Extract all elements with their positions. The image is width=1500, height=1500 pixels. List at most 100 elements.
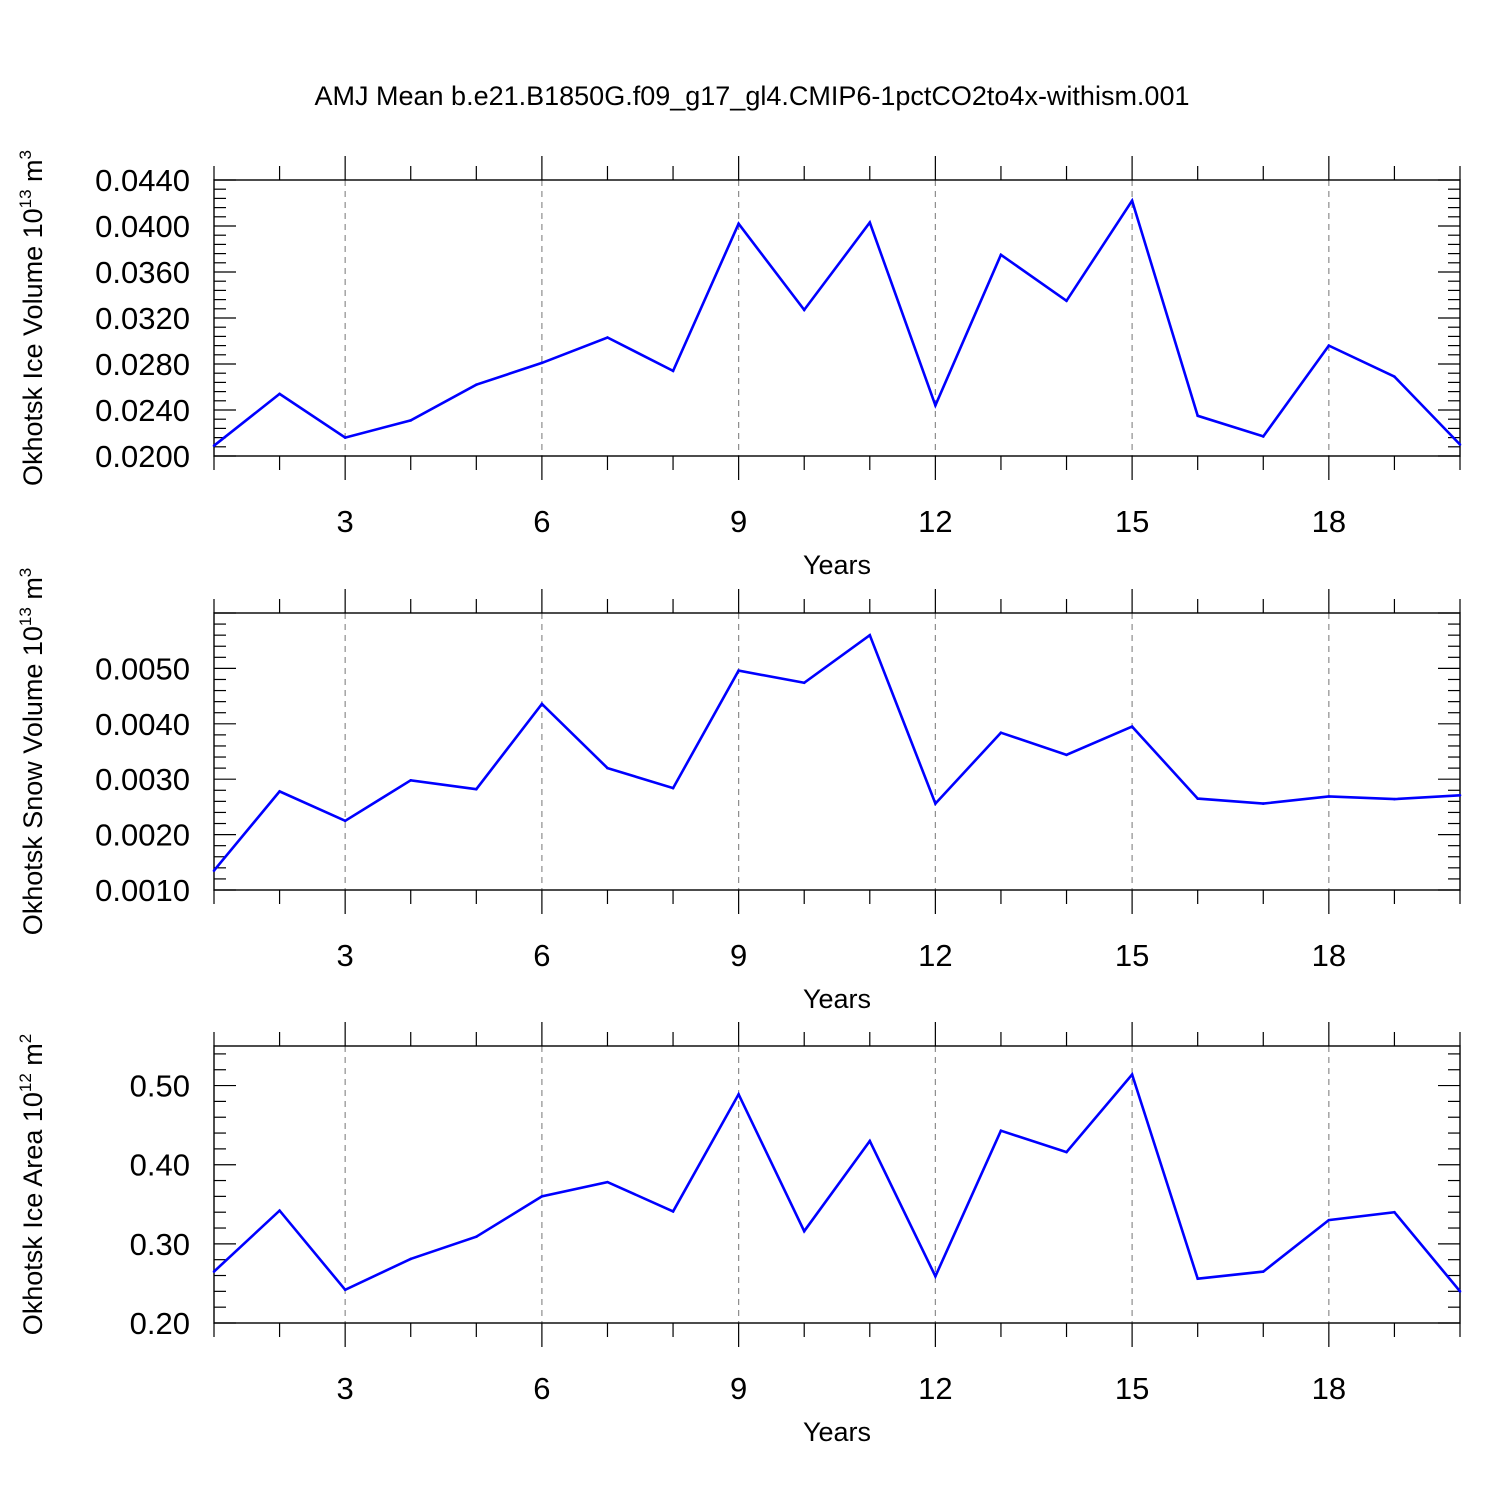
x-tick-label: 15 xyxy=(1115,504,1149,539)
data-point xyxy=(212,869,216,872)
data-point xyxy=(343,436,347,439)
plot-frame xyxy=(213,1045,1461,1324)
data-point xyxy=(1393,1210,1396,1214)
data-point xyxy=(540,1195,544,1198)
data-point xyxy=(671,786,675,790)
x-tick-label: 18 xyxy=(1312,938,1346,973)
data-point xyxy=(212,444,216,447)
y-axis-label-unit: m xyxy=(18,159,48,189)
panel-3: 3 6 9 12 15 18 Years 0.20 0.30 0.40 0.50 Okhotsk Ic… xyxy=(16,1022,1462,1447)
x-tick-label: 3 xyxy=(337,1371,354,1406)
y-axis-label-main: Okhotsk Snow Volume 10 xyxy=(18,626,48,935)
x-tick-label: 12 xyxy=(918,938,952,973)
y-tick-label: 0.0020 xyxy=(95,818,190,853)
data-point xyxy=(868,1139,872,1143)
data-point xyxy=(1458,443,1462,446)
y-axis-label-unit-exponent: 2 xyxy=(16,1034,35,1043)
y-axis-label-unit: m xyxy=(18,577,48,607)
data-point xyxy=(409,419,413,422)
panel-2: 3 6 9 12 15 18 Years 0.0010 0.0020 0.0030 0.0040 0.… xyxy=(16,568,1462,1014)
data-point xyxy=(278,790,281,793)
data-point xyxy=(606,1180,609,1184)
data-point xyxy=(802,308,806,312)
series-line xyxy=(212,633,1461,872)
y-tick-label: 0.0320 xyxy=(95,301,190,336)
x-tick-label: 3 xyxy=(337,504,354,539)
x-axis-label: Years xyxy=(803,550,871,580)
data-point xyxy=(1196,797,1199,800)
x-tick-label: 12 xyxy=(918,504,952,539)
y-axis-label-unit-exponent: 3 xyxy=(16,150,35,159)
series-line xyxy=(213,1071,1462,1293)
panels: 3 6 9 12 15 18 Years 0.0200 0.0240 0.0280 0.0320 0.… xyxy=(16,150,1462,1447)
x-tick-label: 18 xyxy=(1312,1371,1346,1406)
data-point xyxy=(671,369,675,373)
data-point xyxy=(934,1275,937,1278)
y-axis-label: Okhotsk Ice Area 1012 m2 xyxy=(16,1034,48,1336)
data-point xyxy=(475,1235,478,1239)
data-point xyxy=(409,1257,413,1261)
y-tick-label: 0.50 xyxy=(130,1069,190,1104)
data-point xyxy=(606,336,609,339)
data-point xyxy=(1261,1270,1265,1273)
data-point xyxy=(999,1129,1003,1132)
y-tick-label: 0.30 xyxy=(130,1227,190,1262)
data-point xyxy=(934,802,937,805)
x-tick-label: 6 xyxy=(533,1371,550,1406)
data-point xyxy=(737,222,740,225)
x-tick-label: 9 xyxy=(730,1371,747,1406)
y-axis-label-exponent: 12 xyxy=(16,1073,35,1092)
data-point xyxy=(475,787,478,791)
data-point xyxy=(1393,375,1396,378)
y-tick-label: 0.0200 xyxy=(95,439,190,474)
data-point xyxy=(1130,199,1134,202)
data-point xyxy=(1261,802,1265,805)
panel-1: 3 6 9 12 15 18 Years 0.0200 0.0240 0.0280 0.0320 0.… xyxy=(16,150,1462,580)
data-point xyxy=(934,404,937,407)
data-point xyxy=(1065,299,1068,303)
data-point xyxy=(540,361,544,365)
x-tick-label: 9 xyxy=(730,504,747,539)
y-tick-label: 0.0280 xyxy=(95,347,190,382)
figure-title: AMJ Mean b.e21.B1850G.f09_g17_gl4.CMIP6-… xyxy=(315,81,1190,111)
data-point xyxy=(999,731,1003,734)
data-point xyxy=(1196,414,1199,418)
series-line xyxy=(213,197,1461,447)
data-point xyxy=(475,383,478,387)
data-point xyxy=(278,392,281,396)
y-tick-label: 0.0030 xyxy=(95,762,190,797)
y-tick-label: 0.0440 xyxy=(95,163,190,198)
y-axis-label: Okhotsk Snow Volume 1013 m3 xyxy=(16,568,48,936)
x-tick-label: 18 xyxy=(1312,504,1346,539)
data-point xyxy=(278,1209,281,1212)
data-point xyxy=(606,766,609,770)
data-point xyxy=(868,221,872,224)
x-axis-label: Years xyxy=(803,1417,871,1447)
y-axis-label-unit-exponent: 3 xyxy=(16,568,35,577)
data-point xyxy=(1196,1277,1199,1280)
y-axis-label-unit: m xyxy=(18,1043,48,1073)
x-tick-label: 12 xyxy=(918,1371,952,1406)
y-axis-label-exponent: 13 xyxy=(16,189,35,208)
y-tick-label: 0.0240 xyxy=(95,393,190,428)
x-tick-label: 15 xyxy=(1115,938,1149,973)
data-point xyxy=(1065,1150,1068,1154)
data-point xyxy=(1130,725,1134,728)
y-tick-label: 0.0400 xyxy=(95,209,190,244)
data-point xyxy=(1327,344,1331,347)
data-point xyxy=(343,819,347,823)
data-point xyxy=(671,1210,675,1213)
y-axis-label: Okhotsk Ice Volume 1013 m3 xyxy=(16,150,48,486)
data-point xyxy=(1130,1073,1134,1076)
data-point xyxy=(999,253,1003,257)
data-point xyxy=(540,702,544,706)
data-point xyxy=(737,669,740,672)
data-point xyxy=(1327,1218,1331,1222)
x-tick-label: 6 xyxy=(533,938,550,973)
y-tick-label: 0.0010 xyxy=(95,873,190,908)
data-point xyxy=(1065,753,1068,757)
x-axis-label: Years xyxy=(803,984,871,1014)
data-point xyxy=(1393,797,1396,801)
